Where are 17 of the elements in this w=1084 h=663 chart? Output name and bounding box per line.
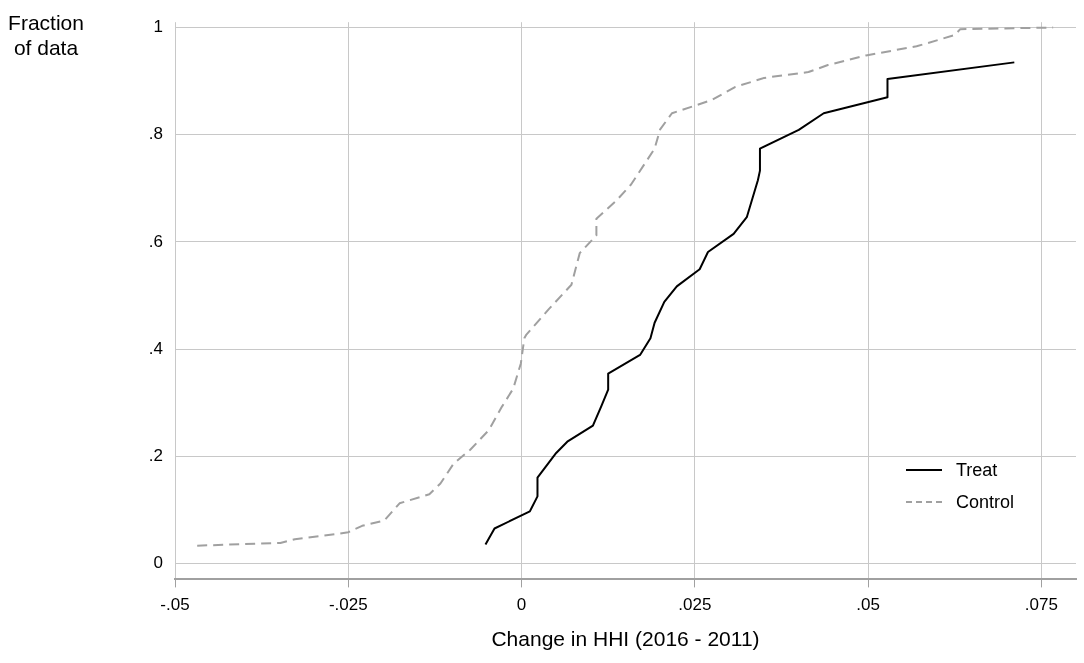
y-axis-title: Fraction of data [7,10,85,60]
line-series [196,26,1055,547]
y-tick-label: .6 [148,231,163,251]
y-tick-label: .2 [148,445,163,465]
legend-label: Control [955,491,1014,513]
x-tick-label: 0 [516,595,527,615]
x-tick-label: .025 [678,595,712,615]
y-tick-label: .4 [148,338,163,358]
legend-label: Treat [955,459,998,481]
y-tick-label: 1 [153,17,163,37]
x-tick-label: .075 [1024,595,1058,615]
x-axis-title: Change in HHI (2016 - 2011) [491,627,760,651]
x-tick-label: .05 [856,595,880,615]
x-tick-label: -.05 [160,595,190,615]
x-tick-label: -.025 [328,595,368,615]
y-tick-label: .8 [148,124,163,144]
y-tick-label: 0 [153,553,163,573]
